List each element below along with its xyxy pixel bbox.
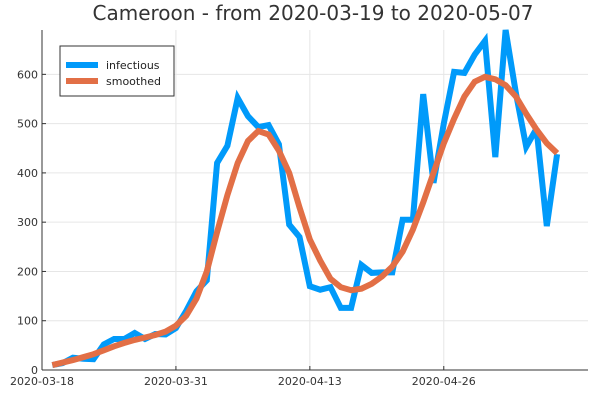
series-lines (51, 29, 561, 369)
legend: infectious smoothed (59, 45, 175, 97)
y-tick-label: 400 (17, 167, 38, 180)
y-tick-label: 100 (17, 315, 38, 328)
chart-title: Cameroon - from 2020-03-19 to 2020-05-07 (92, 1, 533, 25)
legend-box (59, 45, 175, 97)
series-line-smoothed (51, 73, 560, 369)
x-tick-label: 2020-03-31 (144, 375, 208, 388)
y-tick-label: 200 (17, 265, 38, 278)
y-tick-labels: 0 100 200 300 400 500 600 (17, 68, 38, 377)
y-tick-label: 300 (17, 216, 38, 229)
legend-label-infectious: infectious (106, 59, 160, 72)
y-tick-label: 600 (17, 68, 38, 81)
x-tick-label: 2020-04-26 (412, 375, 476, 388)
series-line-infectious (51, 29, 561, 369)
axes (41, 30, 588, 371)
x-tick-label: 2020-03-18 (10, 375, 74, 388)
x-tick-label: 2020-04-13 (278, 375, 342, 388)
x-tick-labels: 2020-03-18 2020-03-31 2020-04-13 2020-04-26 (10, 375, 476, 388)
legend-label-smoothed: smoothed (106, 75, 161, 88)
y-tick-label: 0 (31, 364, 38, 377)
y-tick-label: 500 (17, 118, 38, 131)
